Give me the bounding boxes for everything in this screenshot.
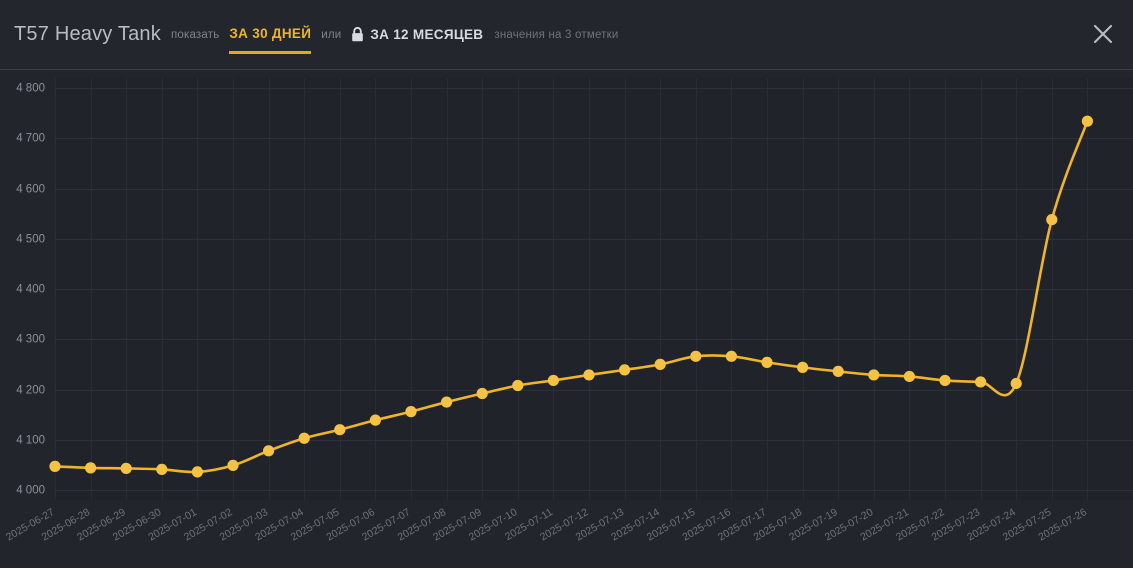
data-point[interactable] bbox=[512, 379, 524, 392]
y-axis-tick-label: 4 500 bbox=[16, 234, 45, 246]
data-point[interactable] bbox=[547, 374, 560, 387]
data-point[interactable] bbox=[583, 369, 595, 381]
data-point[interactable] bbox=[476, 387, 488, 400]
line-chart: 4 800 4 700 4 600 4 500 4 400 4 300 4 200 4 100… bbox=[0, 71, 1133, 568]
data-point[interactable] bbox=[903, 370, 916, 383]
data-point[interactable] bbox=[263, 445, 275, 457]
data-point[interactable] bbox=[405, 406, 417, 418]
tab-12-months[interactable]: ЗА 12 МЕСЯЦЕВ bbox=[351, 27, 483, 42]
y-axis-tick-label: 4 200 bbox=[16, 385, 45, 397]
data-point[interactable] bbox=[369, 414, 381, 426]
page-title: T57 Heavy Tank bbox=[14, 23, 161, 45]
show-label: показать bbox=[170, 28, 220, 41]
data-point[interactable] bbox=[939, 374, 951, 387]
data-point[interactable] bbox=[975, 376, 987, 388]
data-point[interactable] bbox=[191, 466, 203, 478]
data-point[interactable] bbox=[298, 432, 310, 444]
marks-note: значения на 3 отметки bbox=[494, 28, 619, 41]
data-point[interactable] bbox=[868, 369, 880, 381]
y-axis-tick-label: 4 100 bbox=[16, 435, 45, 447]
data-point[interactable] bbox=[690, 350, 702, 362]
chart-svg: 4 800 4 700 4 600 4 500 4 400 4 300 4 200 4 100… bbox=[4, 78, 1133, 543]
data-point[interactable] bbox=[1081, 115, 1093, 127]
data-point[interactable] bbox=[619, 364, 631, 376]
data-point[interactable] bbox=[761, 356, 773, 368]
y-axis-tick-label: 4 600 bbox=[16, 184, 45, 196]
y-axis-tick-label: 4 800 bbox=[16, 83, 45, 95]
y-axis-tick-label: 4 000 bbox=[16, 485, 45, 497]
data-point[interactable] bbox=[797, 361, 809, 373]
data-point[interactable] bbox=[120, 462, 132, 474]
data-point[interactable] bbox=[832, 365, 844, 378]
lock-icon bbox=[351, 27, 364, 42]
tab-30-days[interactable]: ЗА 30 ДНЕЙ bbox=[229, 25, 312, 54]
y-axis-tick-label: 4 400 bbox=[16, 284, 45, 296]
data-point[interactable] bbox=[334, 424, 346, 436]
close-icon[interactable] bbox=[1087, 18, 1119, 50]
y-axis-tick-label: 4 700 bbox=[16, 133, 45, 145]
data-point[interactable] bbox=[85, 462, 97, 474]
data-point[interactable] bbox=[49, 460, 61, 472]
data-point[interactable] bbox=[725, 350, 738, 362]
panel-header: T57 Heavy Tank показать ЗА 30 ДНЕЙ или З… bbox=[0, 0, 1133, 70]
tab-12-months-label: ЗА 12 МЕСЯЦЕВ bbox=[370, 27, 484, 42]
data-point[interactable] bbox=[1046, 214, 1058, 226]
data-point[interactable] bbox=[156, 463, 168, 475]
data-point[interactable] bbox=[1010, 377, 1022, 390]
data-point[interactable] bbox=[441, 396, 453, 408]
data-point[interactable] bbox=[654, 358, 666, 370]
or-label: или bbox=[321, 28, 342, 41]
y-axis-tick-label: 4 300 bbox=[16, 334, 45, 346]
data-point[interactable] bbox=[227, 459, 239, 471]
tab-30-days-label: ЗА 30 ДНЕЙ bbox=[229, 25, 312, 41]
